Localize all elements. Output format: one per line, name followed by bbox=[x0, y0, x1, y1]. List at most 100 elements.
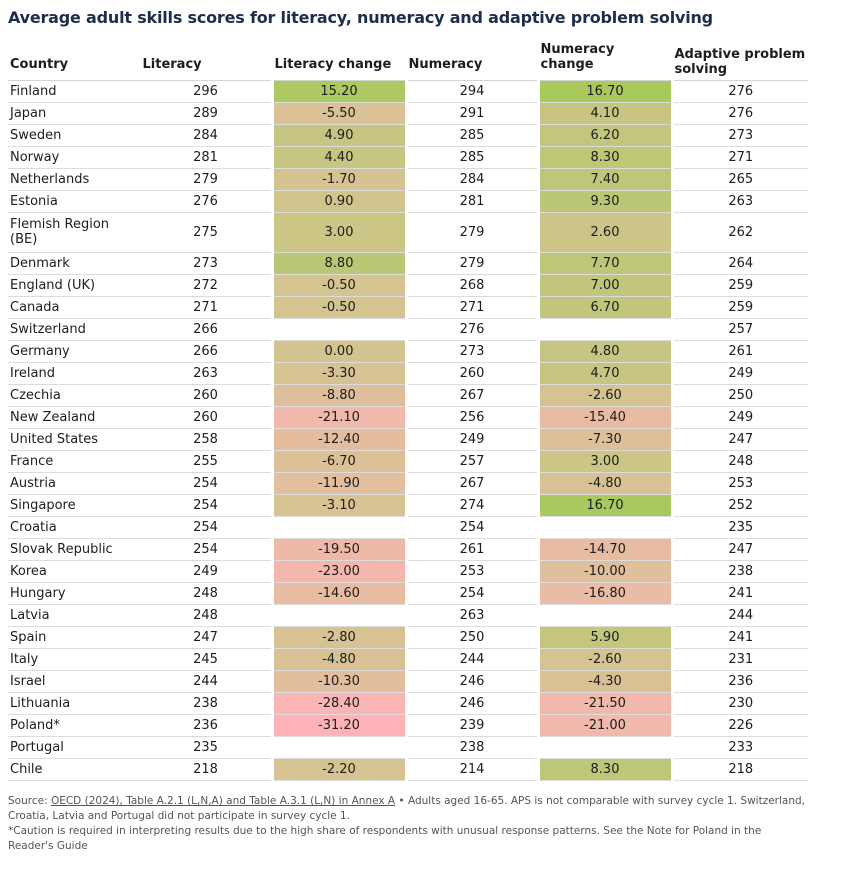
cell-adaptive-problem-solving: 273 bbox=[671, 124, 808, 147]
cell-adaptive-problem-solving: 241 bbox=[671, 626, 808, 649]
cell-adaptive-problem-solving: 276 bbox=[671, 80, 808, 103]
cell-literacy-change: -6.70 bbox=[270, 450, 408, 473]
cell-country: Hungary bbox=[8, 582, 140, 605]
cell-adaptive-problem-solving: 226 bbox=[671, 714, 808, 737]
table-row: France 255 -6.70 257 3.00 248 bbox=[8, 450, 808, 473]
table-row: Canada 271 -0.50 271 6.70 259 bbox=[8, 296, 808, 319]
table-body: Finland 296 15.20 294 16.70 276 Japan 289 -5.50 2… bbox=[8, 80, 808, 781]
cell-country: Germany bbox=[8, 340, 140, 363]
cell-adaptive-problem-solving: 249 bbox=[671, 362, 808, 385]
cell-numeracy-change: -10.00 bbox=[536, 560, 674, 583]
table-row: Denmark 273 8.80 279 7.70 264 bbox=[8, 252, 808, 275]
cell-country: Switzerland bbox=[8, 318, 140, 341]
table-row: Slovak Republic 254 -19.50 261 -14.70 247 bbox=[8, 538, 808, 561]
cell-literacy: 279 bbox=[139, 168, 272, 191]
cell-literacy-change: 8.80 bbox=[270, 252, 408, 275]
cell-literacy-change: -23.00 bbox=[270, 560, 408, 583]
cell-literacy-change: -14.60 bbox=[270, 582, 408, 605]
cell-literacy-change: -0.50 bbox=[270, 296, 408, 319]
cell-adaptive-problem-solving: 247 bbox=[671, 428, 808, 451]
footer-notes: Source: OECD (2024), Table A.2.1 (L,N,A)… bbox=[8, 794, 808, 854]
cell-numeracy-change: 8.30 bbox=[536, 758, 674, 781]
cell-numeracy-change: 7.40 bbox=[536, 168, 674, 191]
cell-literacy: 254 bbox=[139, 472, 272, 495]
cell-numeracy-change: -15.40 bbox=[536, 406, 674, 429]
cell-numeracy: 279 bbox=[405, 212, 538, 253]
cell-numeracy: 244 bbox=[405, 648, 538, 671]
cell-numeracy: 250 bbox=[405, 626, 538, 649]
cell-adaptive-problem-solving: 271 bbox=[671, 146, 808, 169]
cell-literacy-change: -5.50 bbox=[270, 102, 408, 125]
cell-literacy: 263 bbox=[139, 362, 272, 385]
cell-country: Ireland bbox=[8, 362, 140, 385]
table-row: Austria 254 -11.90 267 -4.80 253 bbox=[8, 472, 808, 495]
cell-literacy-change: -28.40 bbox=[270, 692, 408, 715]
cell-literacy-change: 0.00 bbox=[270, 340, 408, 363]
cell-country: Canada bbox=[8, 296, 140, 319]
table-header-row: Country Literacy Literacy change Numerac… bbox=[8, 40, 808, 81]
cell-literacy-change: -19.50 bbox=[270, 538, 408, 561]
cell-adaptive-problem-solving: 276 bbox=[671, 102, 808, 125]
cell-numeracy-change: 9.30 bbox=[536, 190, 674, 213]
cell-literacy: 254 bbox=[139, 538, 272, 561]
table-row: Ireland 263 -3.30 260 4.70 249 bbox=[8, 362, 808, 385]
column-header-adaptive-problem-solving: Adaptive problem solving bbox=[671, 40, 808, 81]
column-header-country: Country bbox=[8, 40, 140, 81]
cell-numeracy: 271 bbox=[405, 296, 538, 319]
cell-country: United States bbox=[8, 428, 140, 451]
cell-numeracy-change: -2.60 bbox=[536, 384, 674, 407]
cell-adaptive-problem-solving: 264 bbox=[671, 252, 808, 275]
cell-literacy-change: -12.40 bbox=[270, 428, 408, 451]
table-row: United States 258 -12.40 249 -7.30 247 bbox=[8, 428, 808, 451]
cell-country: Estonia bbox=[8, 190, 140, 213]
cell-literacy: 247 bbox=[139, 626, 272, 649]
table-row: New Zealand 260 -21.10 256 -15.40 249 bbox=[8, 406, 808, 429]
cell-adaptive-problem-solving: 257 bbox=[671, 318, 808, 341]
table-row: Germany 266 0.00 273 4.80 261 bbox=[8, 340, 808, 363]
cell-numeracy: 284 bbox=[405, 168, 538, 191]
cell-adaptive-problem-solving: 252 bbox=[671, 494, 808, 517]
cell-adaptive-problem-solving: 250 bbox=[671, 384, 808, 407]
cell-numeracy-change: 4.70 bbox=[536, 362, 674, 385]
cell-adaptive-problem-solving: 253 bbox=[671, 472, 808, 495]
table-row: Japan 289 -5.50 291 4.10 276 bbox=[8, 102, 808, 125]
cell-numeracy-change: 6.20 bbox=[536, 124, 674, 147]
cell-numeracy-change: 2.60 bbox=[536, 212, 674, 253]
source-link[interactable]: OECD (2024), Table A.2.1 (L,N,A) and Tab… bbox=[50, 795, 396, 807]
cell-literacy-change bbox=[270, 604, 408, 627]
cell-literacy: 238 bbox=[139, 692, 272, 715]
cell-literacy: 260 bbox=[139, 406, 272, 429]
cell-literacy: 254 bbox=[139, 494, 272, 517]
table-row: Singapore 254 -3.10 274 16.70 252 bbox=[8, 494, 808, 517]
cell-literacy: 218 bbox=[139, 758, 272, 781]
table-row: Italy 245 -4.80 244 -2.60 231 bbox=[8, 648, 808, 671]
cell-adaptive-problem-solving: 230 bbox=[671, 692, 808, 715]
cell-country: Slovak Republic bbox=[8, 538, 140, 561]
source-label: Source: bbox=[8, 795, 48, 807]
cell-literacy: 296 bbox=[139, 80, 272, 103]
cell-literacy: 260 bbox=[139, 384, 272, 407]
cell-numeracy: 254 bbox=[405, 582, 538, 605]
table-row: Latvia 248 263 244 bbox=[8, 604, 808, 627]
column-header-literacy: Literacy bbox=[139, 40, 272, 81]
cell-literacy: 249 bbox=[139, 560, 272, 583]
cell-literacy-change: -2.80 bbox=[270, 626, 408, 649]
cell-numeracy-change: -16.80 bbox=[536, 582, 674, 605]
cell-literacy: 236 bbox=[139, 714, 272, 737]
cell-literacy-change: -11.90 bbox=[270, 472, 408, 495]
cell-country: Latvia bbox=[8, 604, 140, 627]
cell-numeracy: 276 bbox=[405, 318, 538, 341]
source-details: • Adults aged 16-65. APS is not comparab… bbox=[8, 795, 805, 822]
cell-numeracy: 273 bbox=[405, 340, 538, 363]
cell-numeracy: 281 bbox=[405, 190, 538, 213]
cell-country: Japan bbox=[8, 102, 140, 125]
cell-literacy-change bbox=[270, 318, 408, 341]
cell-country: Netherlands bbox=[8, 168, 140, 191]
table-row: Norway 281 4.40 285 8.30 271 bbox=[8, 146, 808, 169]
cell-literacy: 266 bbox=[139, 318, 272, 341]
cell-literacy: 284 bbox=[139, 124, 272, 147]
cell-adaptive-problem-solving: 259 bbox=[671, 296, 808, 319]
cell-literacy-change: -8.80 bbox=[270, 384, 408, 407]
cell-country: Finland bbox=[8, 80, 140, 103]
cell-country: Norway bbox=[8, 146, 140, 169]
